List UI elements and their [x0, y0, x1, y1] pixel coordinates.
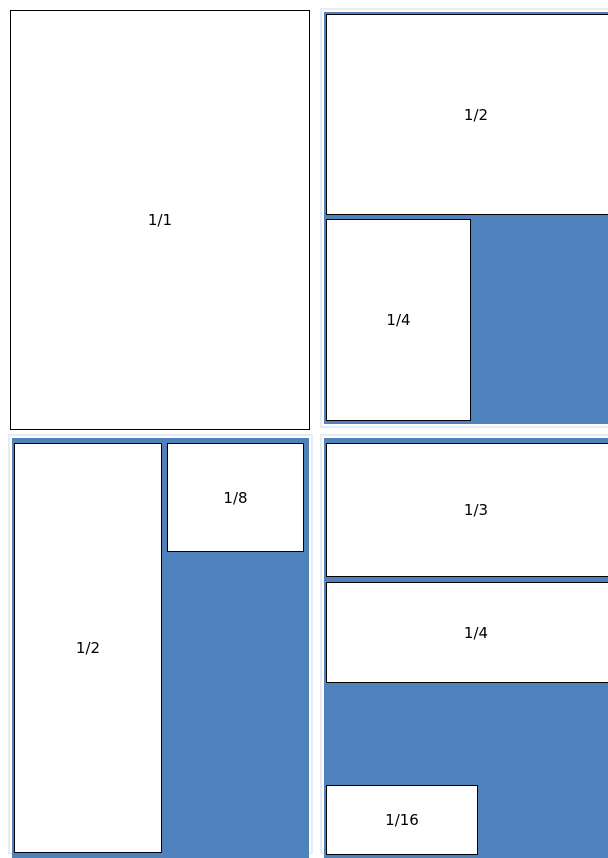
box-full: 1/1 — [10, 10, 310, 430]
panel-2-frame — [320, 8, 608, 428]
box-third: 1/3 — [326, 443, 608, 577]
box-half: 1/2 — [326, 14, 608, 215]
box-quarter: 1/4 — [326, 219, 471, 421]
box-half: 1/2 — [14, 443, 162, 853]
box-quarter: 1/4 — [326, 582, 608, 683]
box-eighth: 1/8 — [167, 443, 304, 552]
box-sixteenth: 1/16 — [326, 785, 478, 855]
